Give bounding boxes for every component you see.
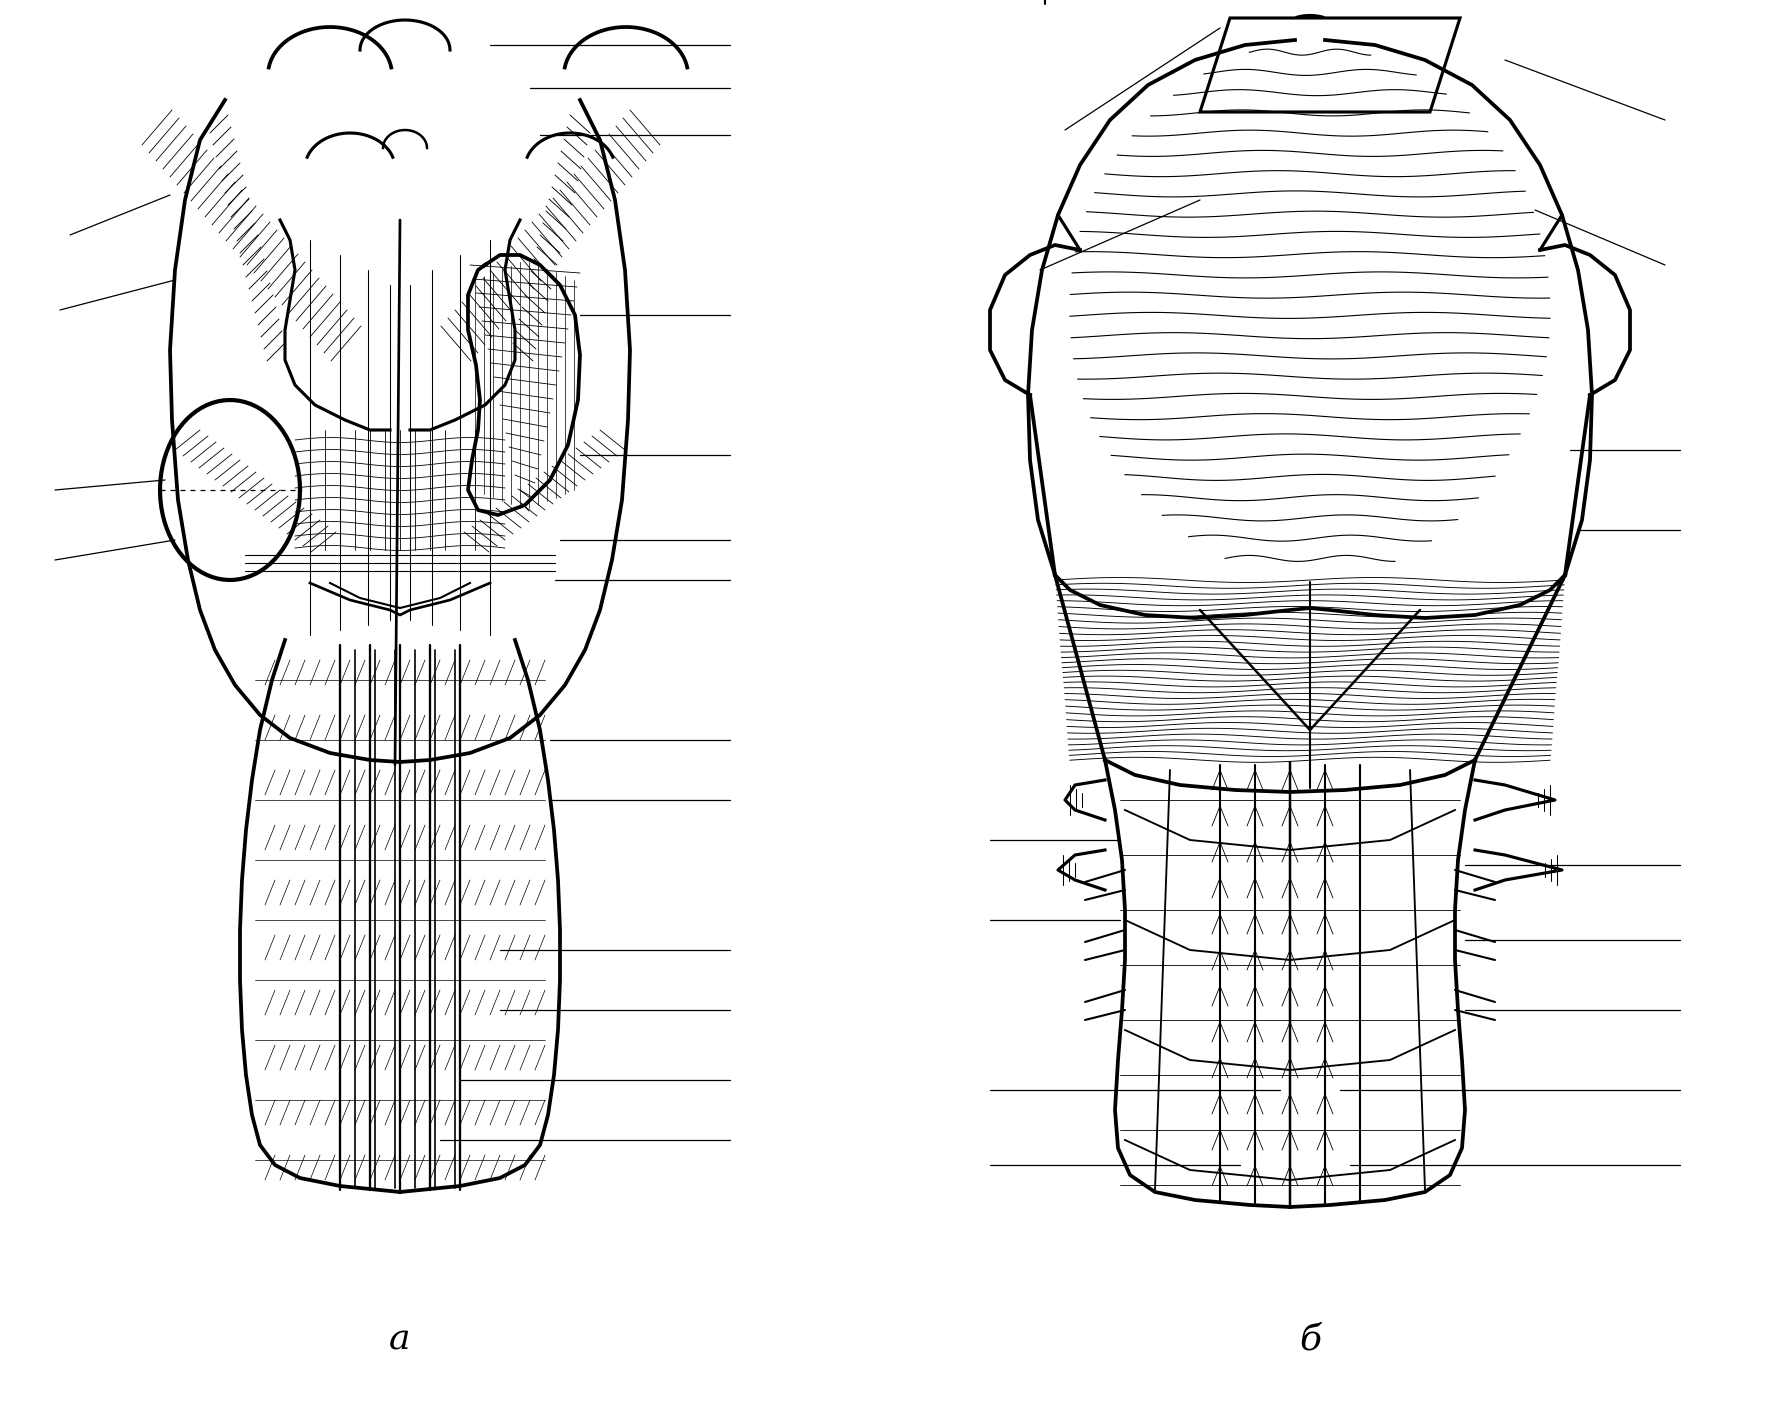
Text: б: б <box>1300 1322 1321 1357</box>
Text: a: a <box>390 1322 411 1357</box>
